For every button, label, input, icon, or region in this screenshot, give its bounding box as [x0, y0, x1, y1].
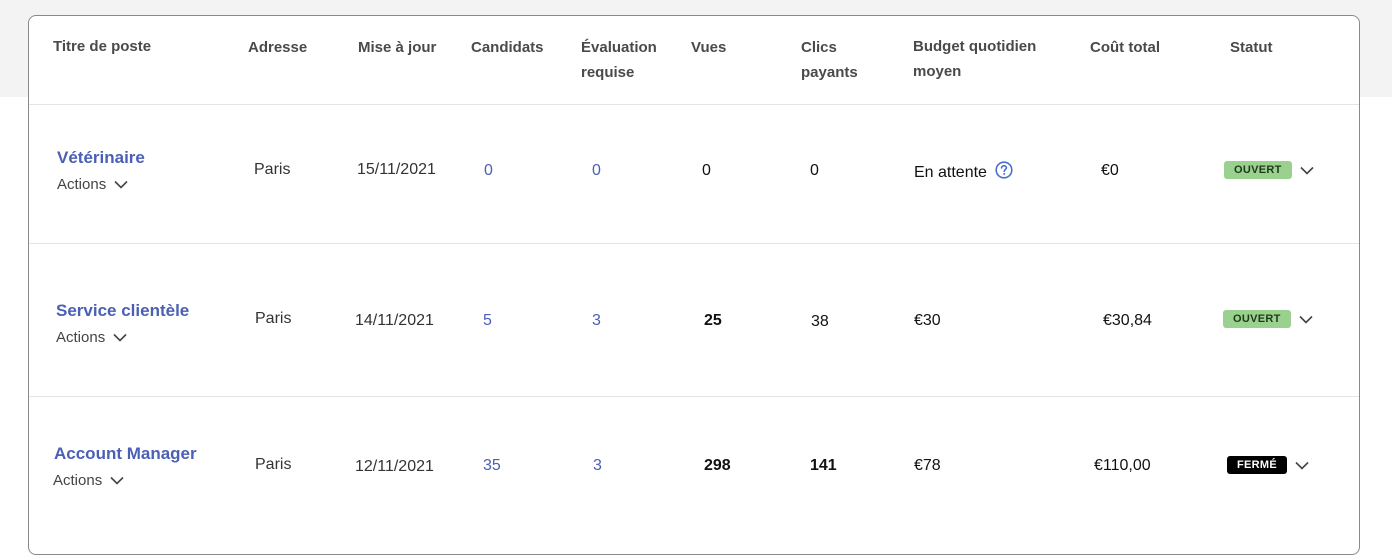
actions-dropdown[interactable]: Actions: [56, 329, 127, 346]
budget-cell: €30: [914, 312, 941, 329]
address-cell: Paris: [255, 310, 292, 327]
actions-dropdown[interactable]: Actions: [53, 472, 124, 489]
chevron-down-icon: [113, 333, 127, 342]
status-dropdown[interactable]: OUVERT: [1223, 310, 1313, 328]
evaluation-link[interactable]: 3: [592, 312, 601, 329]
views-cell: 0: [702, 162, 711, 179]
col-header-title: Titre de poste: [53, 38, 152, 55]
col-header-evaluation: Évaluation requise: [581, 35, 657, 85]
updated-cell: 14/11/2021: [355, 312, 434, 329]
status-badge: OUVERT: [1224, 161, 1292, 179]
job-title-link[interactable]: Account Manager: [54, 444, 197, 463]
col-header-total-cost: Coût total: [1090, 39, 1160, 56]
evaluation-link[interactable]: 3: [593, 457, 602, 474]
views-cell: 298: [704, 457, 731, 474]
col-header-views: Vues: [691, 39, 727, 56]
row-divider: [29, 396, 1359, 397]
budget-pending-text: En attente: [914, 164, 987, 181]
col-header-paid-clicks-line2: payants: [801, 64, 858, 81]
total-cost-cell: €0: [1101, 162, 1119, 179]
col-header-paid-clicks-line1: Clics: [801, 39, 837, 56]
chevron-down-icon: [1295, 461, 1309, 470]
chevron-down-icon: [1299, 315, 1313, 324]
chevron-down-icon: [114, 180, 128, 189]
status-badge: OUVERT: [1223, 310, 1291, 328]
actions-dropdown[interactable]: Actions: [57, 176, 128, 193]
updated-cell: 15/11/2021: [357, 161, 436, 178]
updated-cell: 12/11/2021: [355, 458, 434, 475]
address-cell: Paris: [255, 456, 292, 473]
col-header-evaluation-line1: Évaluation: [581, 39, 657, 56]
paid-clicks-cell: 0: [810, 162, 819, 179]
row-divider: [29, 243, 1359, 244]
status-badge: FERMÉ: [1227, 456, 1287, 474]
paid-clicks-cell: 38: [811, 313, 829, 330]
col-header-candidates: Candidats: [471, 39, 544, 56]
header-divider: [29, 104, 1359, 105]
total-cost-cell: €110,00: [1094, 457, 1151, 474]
actions-label: Actions: [57, 176, 107, 193]
job-title-link[interactable]: Vétérinaire: [57, 148, 145, 167]
status-dropdown[interactable]: OUVERT: [1224, 161, 1314, 179]
candidates-link[interactable]: 0: [484, 162, 493, 179]
help-circle-icon[interactable]: [995, 161, 1014, 179]
chevron-down-icon: [110, 476, 124, 485]
col-header-budget-line2: moyen: [913, 63, 962, 80]
candidates-link[interactable]: 35: [483, 457, 501, 474]
evaluation-link[interactable]: 0: [592, 162, 601, 179]
actions-label: Actions: [53, 472, 103, 489]
job-title-link[interactable]: Service clientèle: [56, 301, 190, 320]
col-header-status: Statut: [1230, 39, 1273, 56]
col-header-address: Adresse: [248, 39, 308, 56]
paid-clicks-cell: 141: [810, 457, 837, 474]
status-dropdown[interactable]: FERMÉ: [1227, 456, 1309, 474]
candidates-link[interactable]: 5: [483, 312, 492, 329]
col-header-updated: Mise à jour: [358, 39, 437, 56]
chevron-down-icon: [1300, 166, 1314, 175]
actions-label: Actions: [56, 329, 106, 346]
col-header-budget-line1: Budget quotidien: [913, 38, 1037, 55]
budget-cell: €78: [914, 457, 941, 474]
address-cell: Paris: [254, 161, 291, 178]
total-cost-cell: €30,84: [1103, 312, 1152, 329]
col-header-budget: Budget quotidien moyen: [913, 34, 1036, 84]
col-header-paid-clicks: Clics payants: [801, 35, 858, 85]
jobs-table: Titre de poste Adresse Mise à jour Candi…: [28, 15, 1360, 555]
budget-cell: En attente: [914, 161, 1014, 183]
col-header-evaluation-line2: requise: [581, 64, 635, 81]
views-cell: 25: [704, 312, 722, 329]
